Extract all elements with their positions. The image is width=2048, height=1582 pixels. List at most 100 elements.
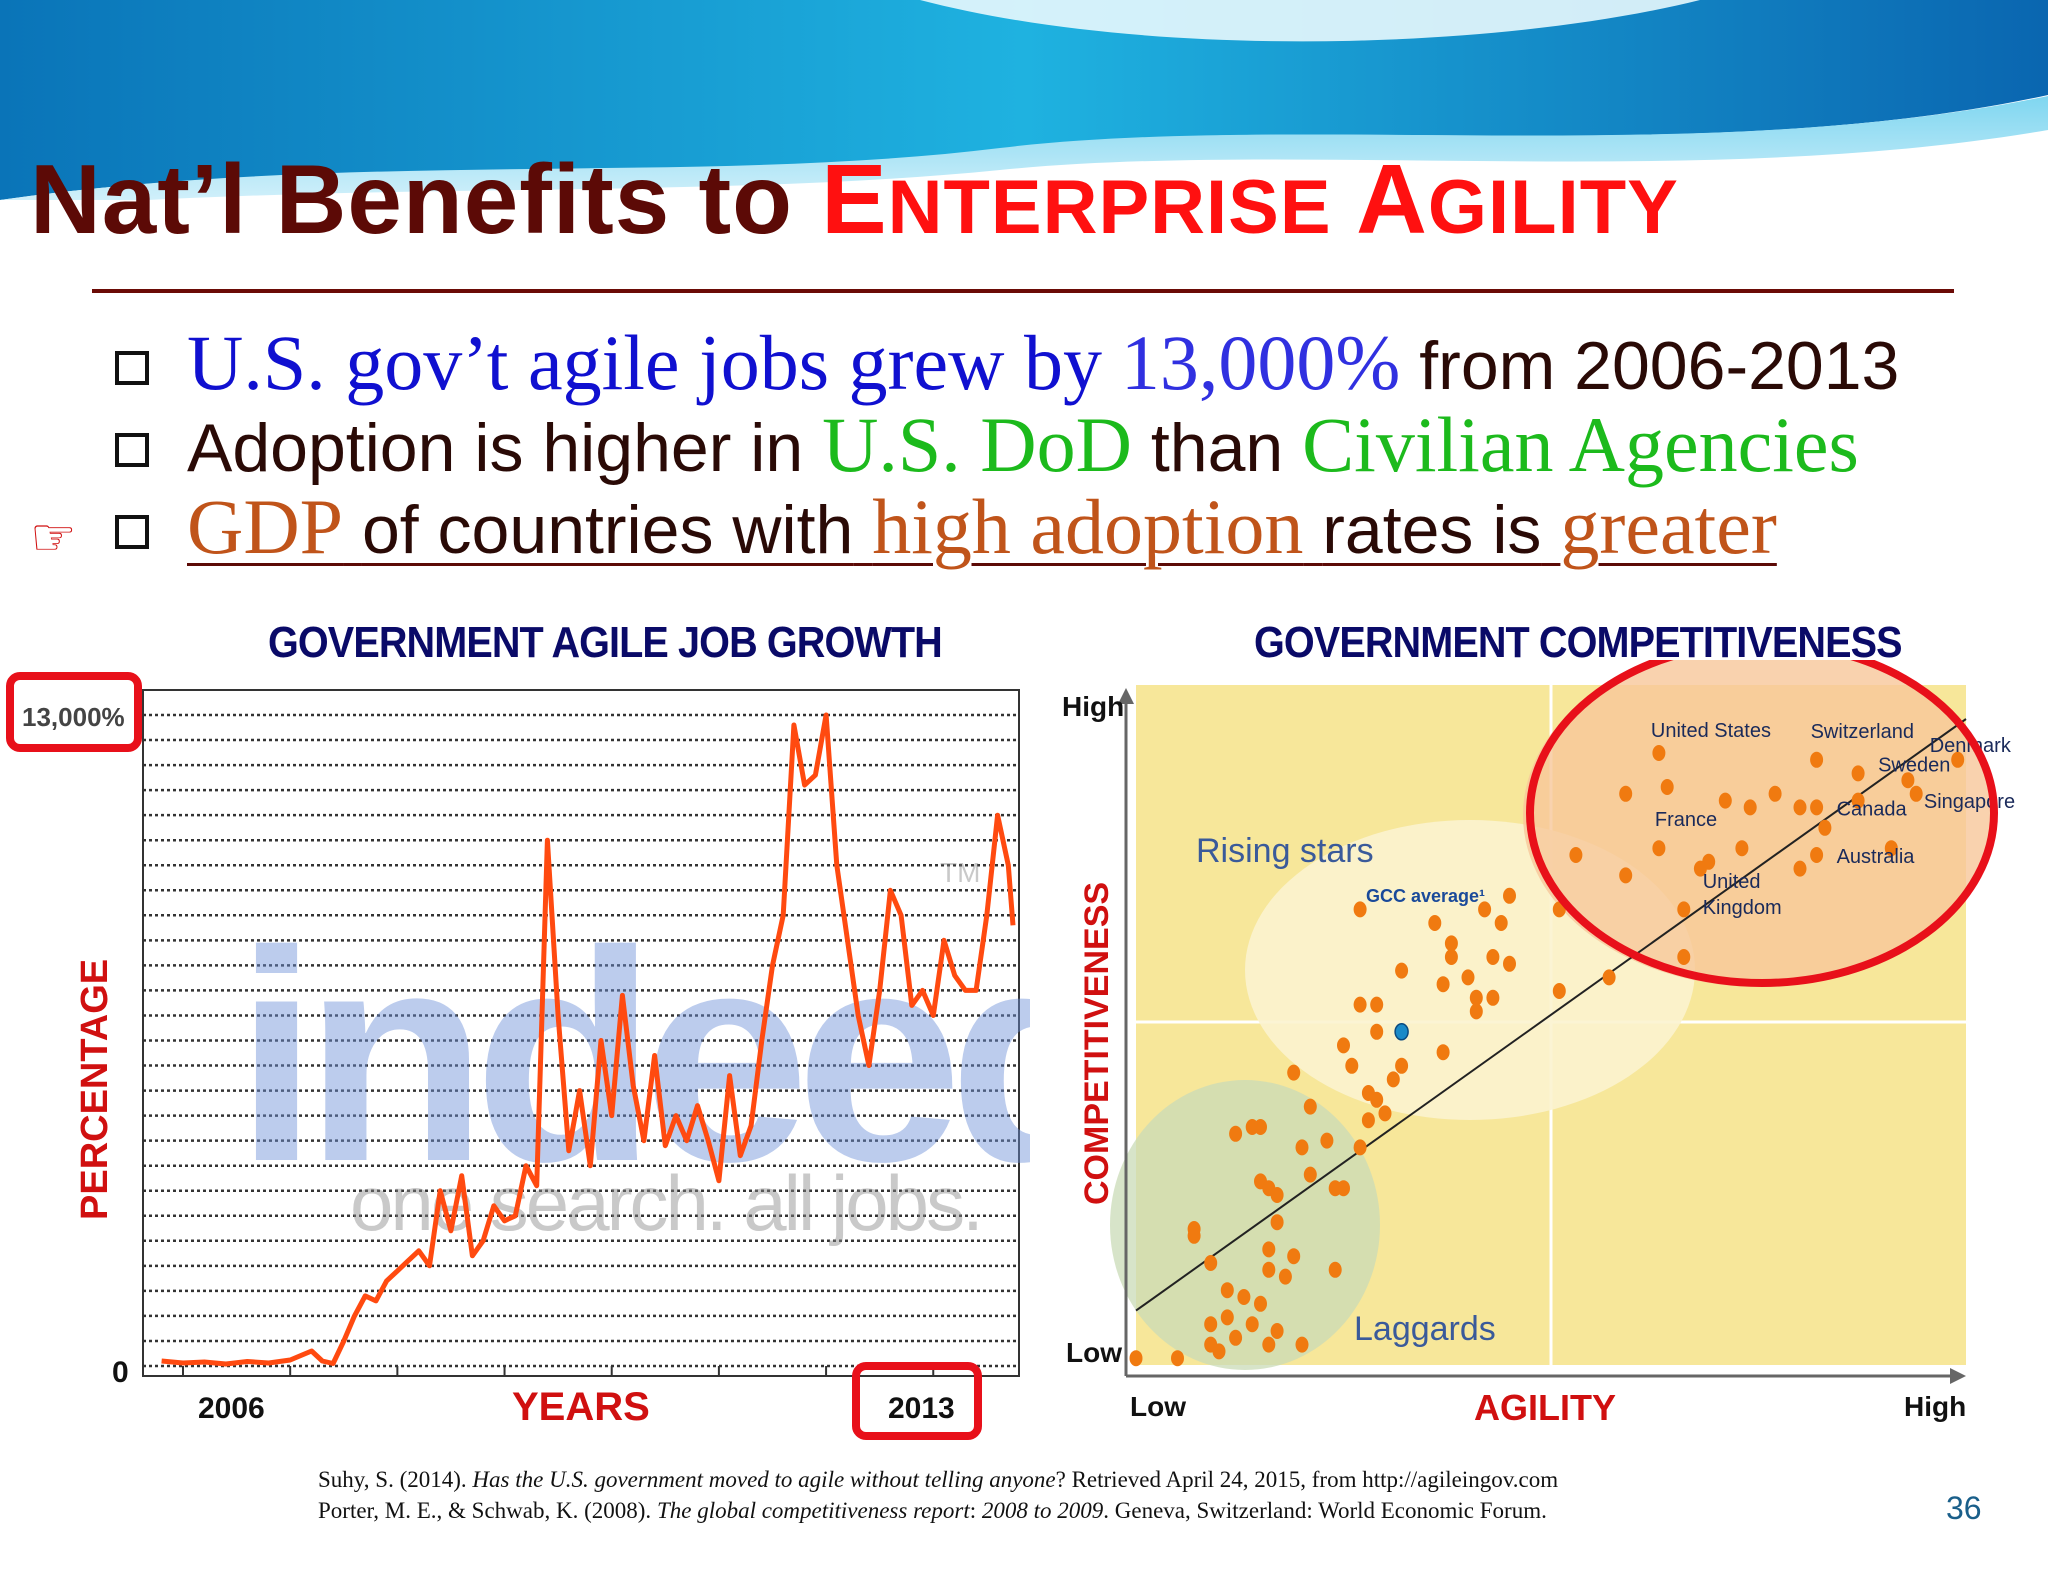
data-point-labeled bbox=[1851, 765, 1865, 782]
data-point bbox=[1262, 1241, 1276, 1258]
data-point bbox=[1220, 1282, 1234, 1299]
data-point bbox=[1718, 792, 1732, 809]
bullet-3: GDP of countries with high adoption rate… bbox=[115, 487, 1777, 568]
ref1-italic: Has the U.S. government moved to agile w… bbox=[472, 1467, 1056, 1492]
data-point bbox=[1677, 949, 1691, 965]
data-point bbox=[1220, 1309, 1234, 1326]
data-point bbox=[1345, 1057, 1359, 1074]
trend-line bbox=[1135, 718, 1967, 1312]
data-point bbox=[1370, 1023, 1384, 1040]
data-point bbox=[1353, 901, 1367, 918]
data-point bbox=[1619, 785, 1633, 802]
title-accent-rest1: NTERPRISE bbox=[887, 165, 1332, 250]
gcc-average-point bbox=[1394, 1023, 1409, 1041]
data-point bbox=[1743, 799, 1757, 816]
watermark-tm: TM bbox=[940, 857, 980, 888]
bullet-1-seg2: 13,000% bbox=[1120, 319, 1401, 406]
data-point bbox=[1287, 1248, 1301, 1265]
ref1-post: ? Retrieved April 24, 2015, from http://… bbox=[1055, 1467, 1559, 1492]
checkbox-icon bbox=[115, 515, 149, 549]
data-point bbox=[1444, 949, 1458, 965]
country-label: France bbox=[1655, 809, 1717, 831]
country-points bbox=[1129, 745, 1965, 1367]
bullet-2-seg1: Adoption is higher in bbox=[187, 410, 804, 486]
laggards-region bbox=[1110, 1080, 1380, 1370]
country-label: Singapore bbox=[1924, 791, 2015, 813]
highlight-box-2013 bbox=[852, 1362, 982, 1440]
data-point-labeled bbox=[1702, 853, 1716, 870]
checkbox-icon bbox=[115, 433, 149, 467]
data-point bbox=[1262, 1180, 1276, 1197]
country-label: United bbox=[1703, 871, 1761, 893]
references: Suhy, S. (2014). Has the U.S. government… bbox=[318, 1464, 1558, 1526]
data-point bbox=[1171, 1350, 1184, 1367]
data-point bbox=[1677, 901, 1691, 918]
competitiveness-scatter-chart: United States SwitzerlandDenmarkSwedenSin… bbox=[1062, 660, 2015, 1428]
bullet-3-seg4: rates is bbox=[1322, 492, 1542, 568]
bullet-1-seg1: U.S. gov’t agile jobs grew by bbox=[187, 319, 1102, 406]
country-label: Switzerland bbox=[1811, 721, 1914, 743]
page-number: 36 bbox=[1946, 1490, 1982, 1526]
data-point-labeled bbox=[1652, 840, 1666, 857]
data-point bbox=[1503, 955, 1516, 972]
data-point bbox=[1735, 840, 1749, 857]
highlight-ellipse bbox=[1526, 660, 1998, 987]
data-point-labeled bbox=[1951, 751, 1965, 768]
data-point bbox=[1428, 915, 1442, 931]
data-point bbox=[1353, 996, 1367, 1013]
x-tick-label-2013: 2013 bbox=[888, 1392, 955, 1425]
bullet-2: Adoption is higher in U.S. DoD than Civi… bbox=[115, 405, 1859, 486]
data-point-labeled bbox=[1810, 847, 1824, 863]
data-point bbox=[1851, 792, 1865, 809]
data-point bbox=[1503, 887, 1516, 904]
region-label-laggards: Laggards bbox=[1354, 1310, 1496, 1348]
x-axis-label: AGILITY bbox=[1474, 1387, 1616, 1428]
x-axis-arrow-icon bbox=[1950, 1368, 1966, 1384]
data-point bbox=[1469, 1003, 1483, 1020]
data-point bbox=[1793, 860, 1807, 877]
data-point bbox=[1254, 1119, 1267, 1135]
data-point bbox=[1187, 1227, 1201, 1244]
data-point bbox=[1793, 799, 1807, 816]
country-label: Sweden bbox=[1878, 754, 1950, 776]
bullet-3-seg1: GDP bbox=[187, 483, 344, 570]
reference-1: Suhy, S. (2014). Has the U.S. government… bbox=[318, 1464, 1558, 1495]
data-point-labeled bbox=[1652, 745, 1666, 761]
data-point bbox=[1486, 989, 1500, 1006]
title-divider bbox=[92, 289, 1954, 293]
ref1-pre: Suhy, S. (2014). bbox=[318, 1467, 473, 1492]
ref2-post: . Geneva, Switzerland: World Economic Fo… bbox=[1103, 1498, 1547, 1523]
data-point bbox=[1660, 779, 1674, 795]
x-tick-label-high: High bbox=[1904, 1391, 1966, 1422]
data-point bbox=[1337, 1180, 1350, 1197]
data-point bbox=[1303, 1098, 1317, 1115]
data-point bbox=[1444, 935, 1458, 952]
ref2-pre: Porter, M. E., & Schwab, K. (2008). bbox=[318, 1498, 657, 1523]
data-point bbox=[1328, 1261, 1342, 1278]
series-line bbox=[161, 712, 1016, 1367]
y-axis-label: PERCENTAGE bbox=[74, 959, 116, 1220]
data-point bbox=[1245, 1316, 1259, 1333]
data-point bbox=[1262, 1261, 1276, 1278]
data-point bbox=[1204, 1316, 1218, 1333]
hand-pointing-right-icon: ☞ bbox=[30, 509, 77, 567]
data-point bbox=[1129, 1350, 1143, 1367]
x-axis-label: YEARS bbox=[512, 1385, 650, 1429]
data-point bbox=[1478, 901, 1492, 918]
x-tick-label-low: Low bbox=[1130, 1391, 1186, 1422]
data-point bbox=[1204, 1255, 1218, 1271]
y-tick-label-max: 13,000% bbox=[22, 702, 125, 732]
bullet-2-seg3: than bbox=[1150, 410, 1284, 486]
job-growth-chart: indeed one search. all jobs. TM 13,000% … bbox=[6, 672, 1030, 1440]
country-label: Australia bbox=[1837, 846, 1916, 868]
data-point bbox=[1270, 1214, 1284, 1231]
title-accent-rest2: GILITY bbox=[1427, 165, 1679, 250]
data-point bbox=[1395, 1057, 1409, 1074]
data-point-labeled bbox=[1901, 772, 1915, 789]
data-point bbox=[1320, 1132, 1334, 1149]
data-point bbox=[1386, 1071, 1400, 1088]
data-point bbox=[1370, 996, 1384, 1013]
data-point bbox=[1237, 1289, 1251, 1305]
bullet-2-seg4: Civilian Agencies bbox=[1302, 401, 1859, 488]
bullet-1: U.S. gov’t agile jobs grew by 13,000% fr… bbox=[115, 323, 1899, 404]
